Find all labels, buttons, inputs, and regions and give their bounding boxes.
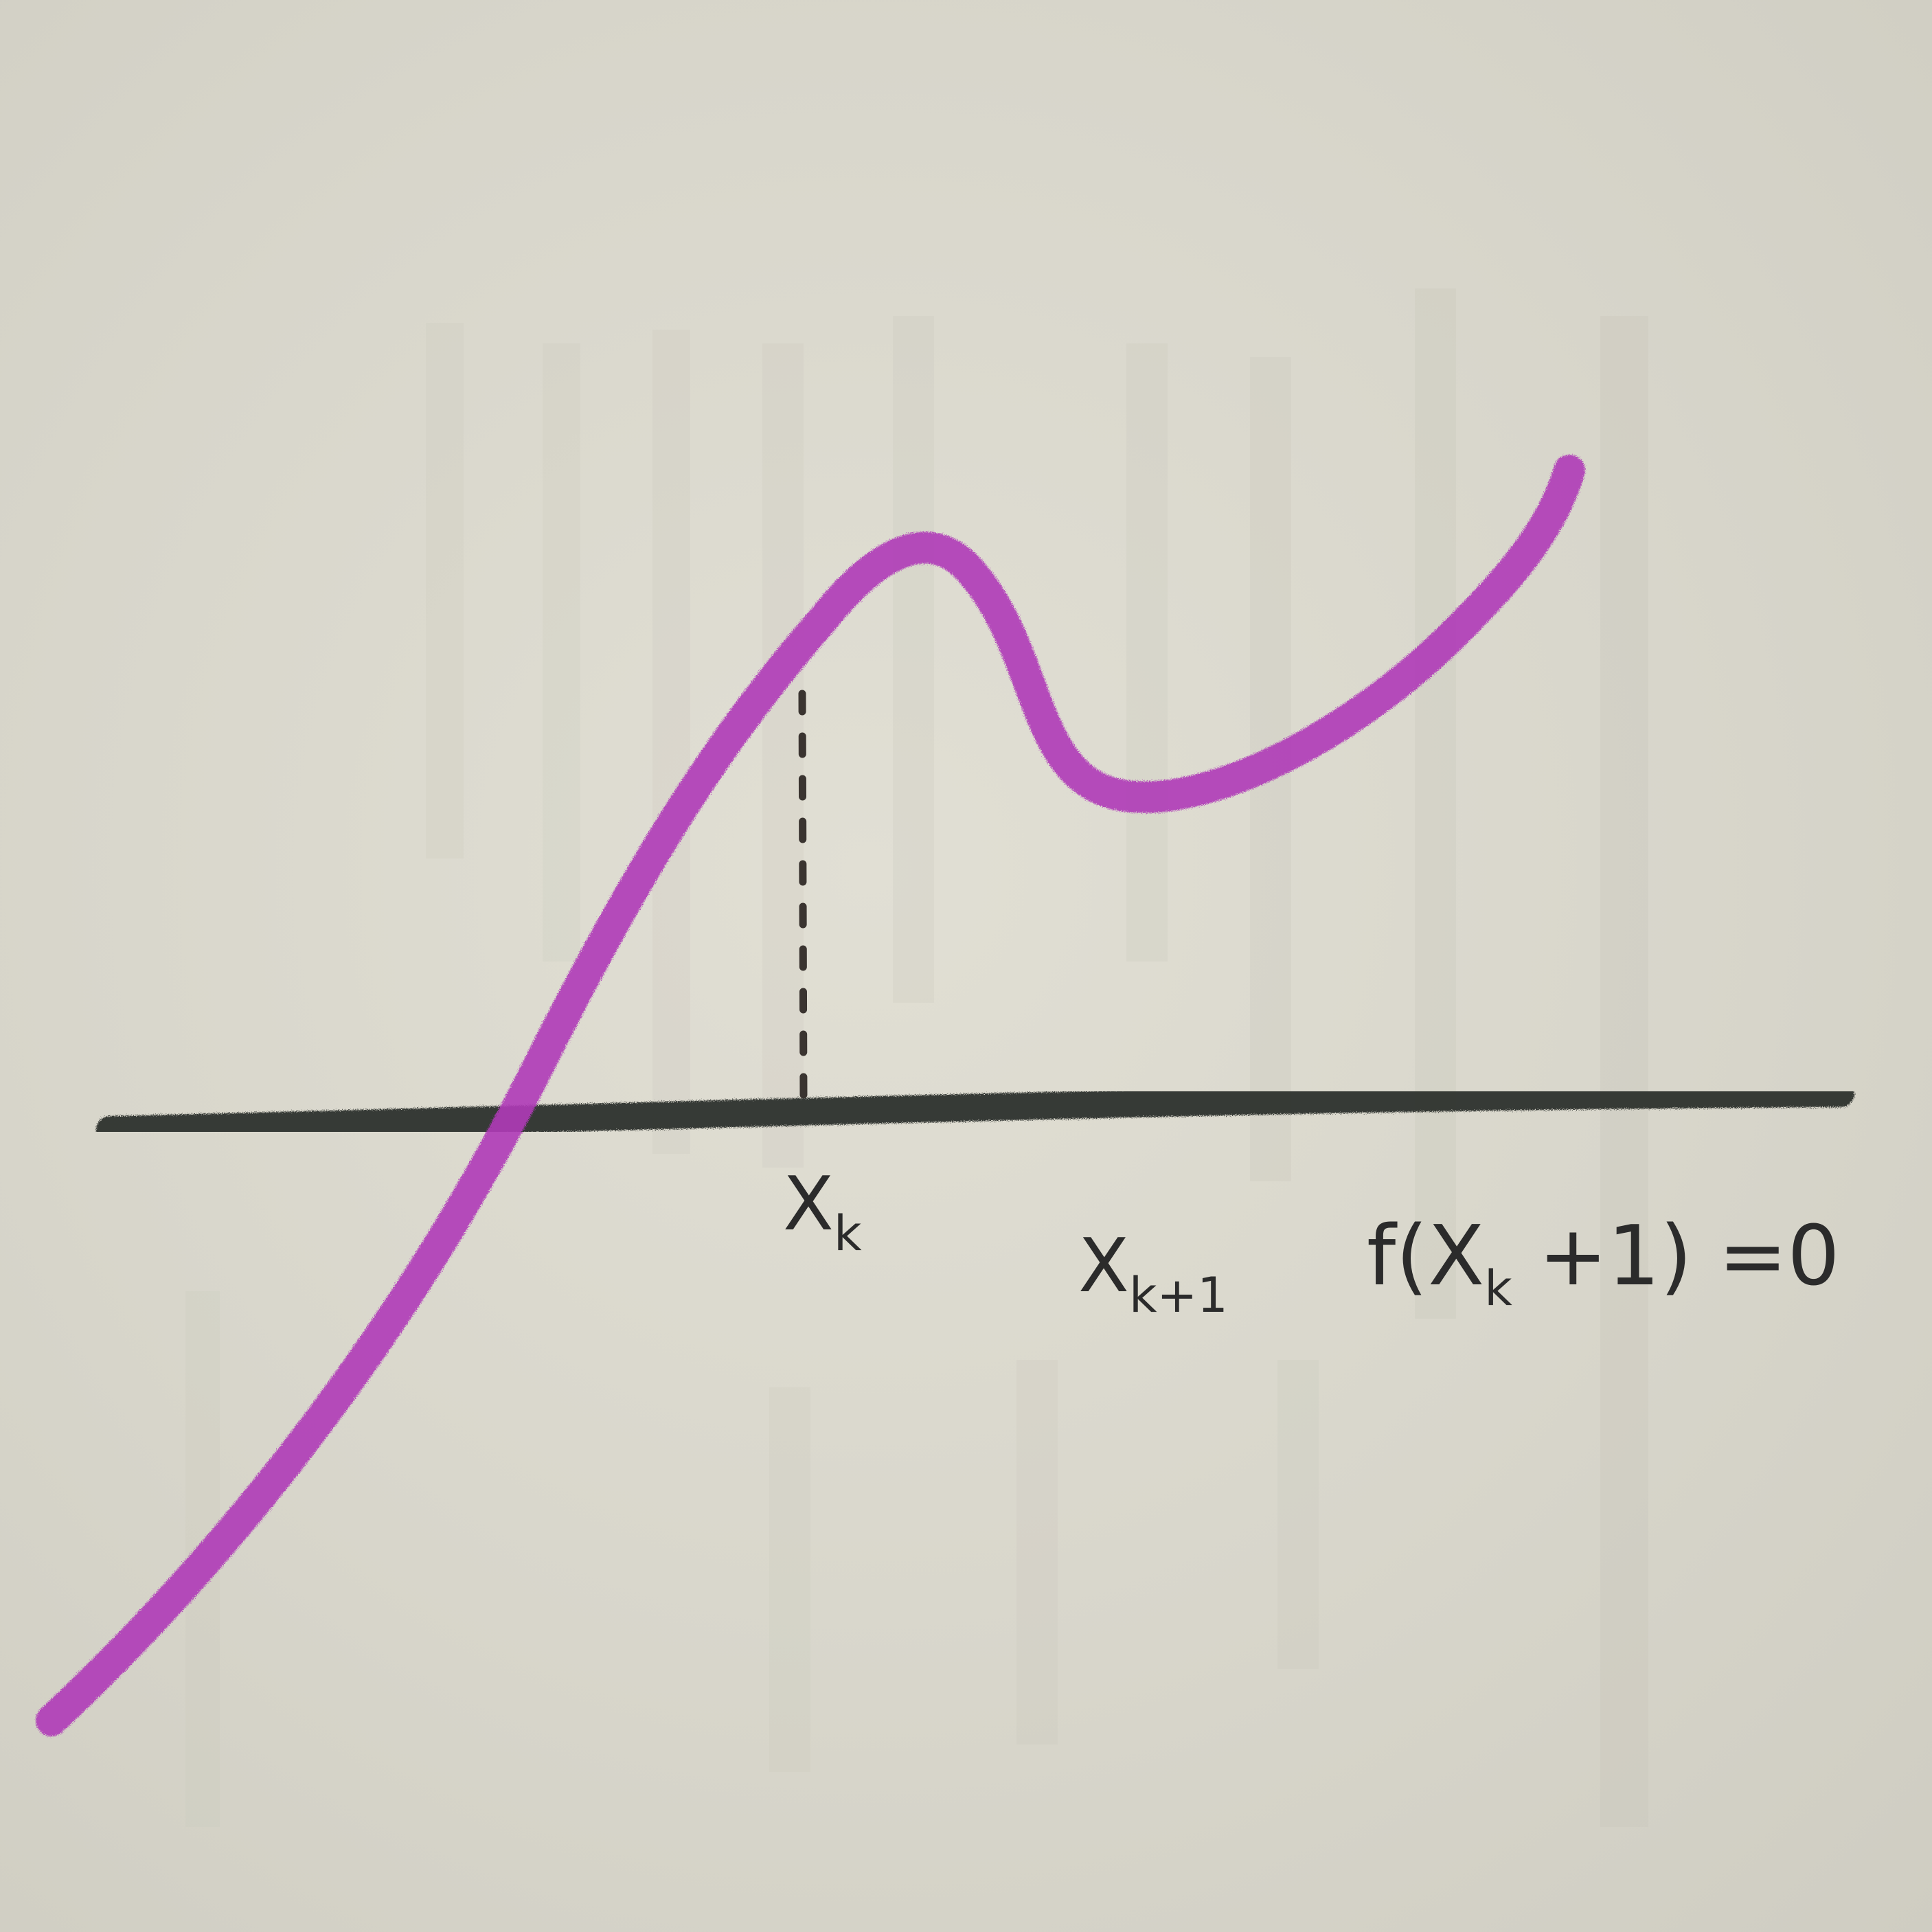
xk-dashed-guide: [798, 690, 808, 1103]
bleed-through-texture: [185, 288, 1648, 1827]
function-curve: [36, 455, 1585, 1736]
x-axis: [96, 1080, 1854, 1144]
xk-label: Xk: [783, 1161, 862, 1262]
xk-plus-1-label: Xk+1: [1078, 1223, 1228, 1323]
root-equation: f(Xk +1) =0: [1367, 1209, 1840, 1317]
